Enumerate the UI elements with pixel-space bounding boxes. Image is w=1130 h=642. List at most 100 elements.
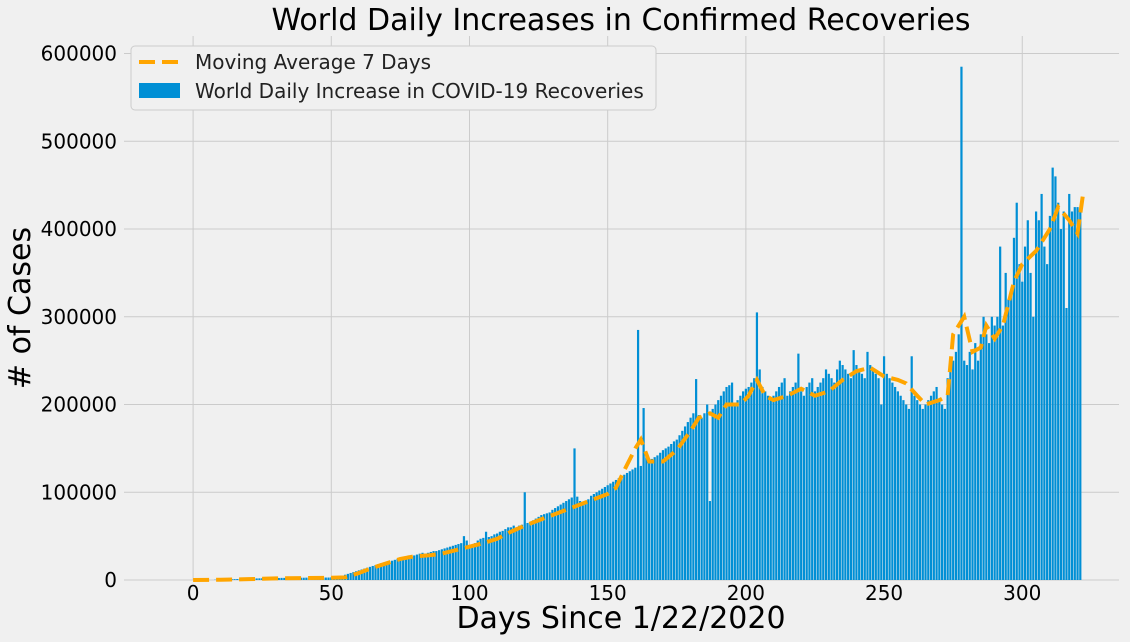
bar xyxy=(471,546,474,580)
bar xyxy=(681,430,684,580)
bar xyxy=(838,360,841,580)
bar xyxy=(437,550,441,580)
bar xyxy=(587,499,590,580)
moving-average-line xyxy=(193,193,1086,582)
bar xyxy=(877,378,880,580)
bar xyxy=(918,404,922,580)
bar xyxy=(769,400,772,580)
bar xyxy=(371,565,374,580)
bar xyxy=(1062,211,1065,581)
chart-title: World Daily Increases in Confirmed Recov… xyxy=(271,3,970,38)
bar xyxy=(824,369,828,580)
bar xyxy=(404,556,408,580)
bar xyxy=(1059,229,1063,580)
y-tick-label: 200000 xyxy=(41,393,117,417)
bar xyxy=(689,417,692,580)
bar xyxy=(543,514,546,580)
bar xyxy=(435,551,438,580)
bar xyxy=(927,400,930,580)
bar xyxy=(390,560,394,580)
bar xyxy=(786,395,789,580)
bar xyxy=(421,552,424,580)
bar xyxy=(813,391,817,580)
bar xyxy=(443,548,446,580)
bar xyxy=(1034,211,1038,581)
bar xyxy=(965,365,969,580)
bar xyxy=(1054,176,1057,580)
bar xyxy=(498,531,501,580)
bar xyxy=(283,577,286,580)
bar xyxy=(415,554,419,580)
bar xyxy=(258,578,261,580)
bar xyxy=(667,446,670,580)
bar xyxy=(512,525,515,580)
bar xyxy=(921,408,924,580)
bar xyxy=(932,391,935,580)
bar xyxy=(584,502,587,580)
bar xyxy=(496,533,499,580)
bar xyxy=(277,577,280,580)
bar xyxy=(473,543,477,580)
bar xyxy=(860,373,864,580)
bar xyxy=(847,373,850,580)
bar-series xyxy=(214,66,1082,581)
bar xyxy=(368,566,372,580)
bar xyxy=(324,577,327,580)
bar xyxy=(656,455,659,580)
bar xyxy=(379,563,383,580)
bar xyxy=(1057,202,1060,580)
bar xyxy=(429,551,432,580)
bar xyxy=(562,502,565,580)
bar xyxy=(753,378,756,580)
bar xyxy=(1026,220,1029,580)
bar xyxy=(894,386,897,580)
bar xyxy=(764,391,767,580)
bar xyxy=(650,458,654,580)
bar xyxy=(493,534,496,580)
bar xyxy=(612,481,615,580)
x-axis-ticks: 0 50 100 150 200 250 300 xyxy=(187,581,1042,605)
bar xyxy=(432,551,435,580)
bar xyxy=(971,369,974,580)
bar xyxy=(620,476,623,580)
bar xyxy=(1076,207,1079,580)
bar xyxy=(758,369,761,580)
bar xyxy=(739,395,742,580)
bar xyxy=(700,417,703,580)
bar xyxy=(377,564,380,580)
bar xyxy=(446,547,449,580)
bar xyxy=(880,404,883,580)
bar xyxy=(659,452,662,580)
bar xyxy=(352,572,355,580)
bar xyxy=(523,492,526,580)
bar xyxy=(631,469,634,580)
bar xyxy=(916,400,919,580)
bar xyxy=(882,356,886,580)
bar xyxy=(598,490,601,580)
bar xyxy=(736,400,739,580)
bar xyxy=(888,378,891,580)
bar xyxy=(692,413,695,580)
bar xyxy=(722,391,725,580)
bar xyxy=(907,408,911,580)
bar xyxy=(1040,193,1043,580)
bar xyxy=(835,369,839,580)
bar xyxy=(570,497,573,580)
bar xyxy=(592,494,595,580)
bar xyxy=(913,395,916,580)
bar xyxy=(761,386,764,580)
bar xyxy=(780,382,783,580)
bar xyxy=(733,404,736,580)
bar xyxy=(976,360,980,580)
bar xyxy=(717,400,720,580)
bar xyxy=(648,461,651,580)
bar xyxy=(349,572,352,580)
bar xyxy=(589,495,593,580)
bar xyxy=(567,499,571,580)
bar xyxy=(968,351,971,580)
legend-box xyxy=(130,45,657,111)
bar xyxy=(487,537,490,580)
bar xyxy=(999,246,1002,580)
bar xyxy=(683,426,687,580)
bar xyxy=(366,567,369,580)
